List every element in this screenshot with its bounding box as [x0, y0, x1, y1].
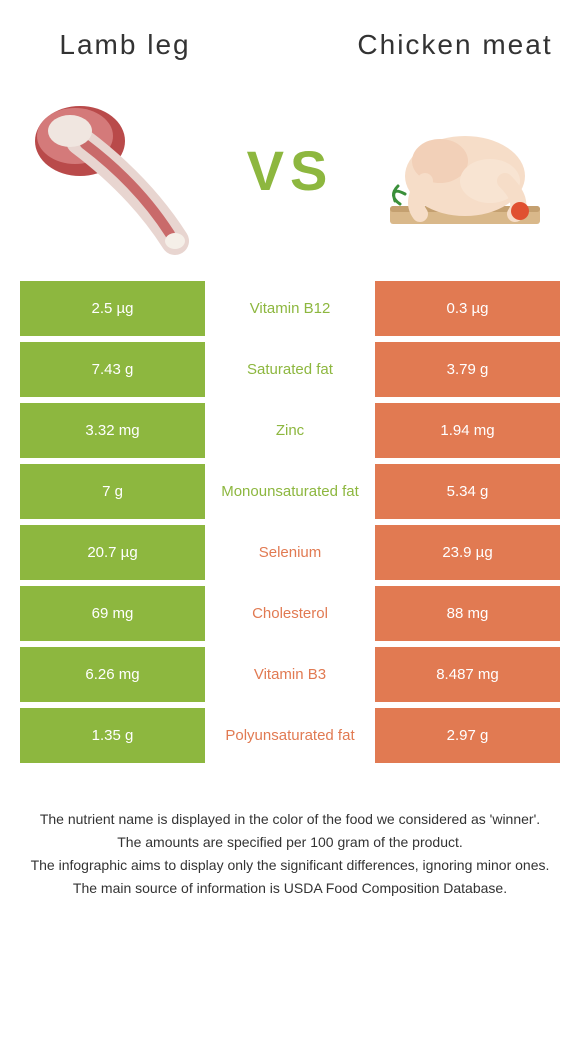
- left-value: 69 mg: [20, 586, 205, 641]
- images-row: VS: [0, 71, 580, 281]
- right-value: 5.34 g: [375, 464, 560, 519]
- nutrient-label: Zinc: [205, 403, 375, 458]
- table-row: 1.35 gPolyunsaturated fat2.97 g: [20, 708, 560, 763]
- lamb-leg-image: [0, 81, 230, 261]
- right-value: 0.3 µg: [375, 281, 560, 336]
- nutrient-table: 2.5 µgVitamin B120.3 µg 7.43 gSaturated f…: [0, 281, 580, 763]
- table-row: 20.7 µgSelenium23.9 µg: [20, 525, 560, 580]
- right-value: 3.79 g: [375, 342, 560, 397]
- left-value: 6.26 mg: [20, 647, 205, 702]
- right-value: 8.487 mg: [375, 647, 560, 702]
- footer-notes: The nutrient name is displayed in the co…: [0, 769, 580, 899]
- table-row: 7 gMonounsaturated fat5.34 g: [20, 464, 560, 519]
- table-row: 3.32 mgZinc1.94 mg: [20, 403, 560, 458]
- nutrient-label: Saturated fat: [205, 342, 375, 397]
- table-row: 69 mgCholesterol88 mg: [20, 586, 560, 641]
- left-food-title: Lamb leg: [20, 30, 230, 61]
- right-value: 88 mg: [375, 586, 560, 641]
- footer-line: The amounts are specified per 100 gram o…: [30, 832, 550, 853]
- right-value: 1.94 mg: [375, 403, 560, 458]
- left-value: 1.35 g: [20, 708, 205, 763]
- vs-label: VS: [230, 138, 350, 203]
- nutrient-label: Vitamin B12: [205, 281, 375, 336]
- table-row: 6.26 mgVitamin B38.487 mg: [20, 647, 560, 702]
- left-value: 7.43 g: [20, 342, 205, 397]
- left-value: 2.5 µg: [20, 281, 205, 336]
- header: Lamb leg Chicken meat: [0, 0, 580, 71]
- right-food-title: Chicken meat: [350, 30, 560, 61]
- table-row: 2.5 µgVitamin B120.3 µg: [20, 281, 560, 336]
- footer-line: The nutrient name is displayed in the co…: [30, 809, 550, 830]
- left-value: 20.7 µg: [20, 525, 205, 580]
- footer-line: The main source of information is USDA F…: [30, 878, 550, 899]
- right-value: 23.9 µg: [375, 525, 560, 580]
- right-value: 2.97 g: [375, 708, 560, 763]
- table-row: 7.43 gSaturated fat3.79 g: [20, 342, 560, 397]
- nutrient-label: Cholesterol: [205, 586, 375, 641]
- left-value: 7 g: [20, 464, 205, 519]
- nutrient-label: Selenium: [205, 525, 375, 580]
- nutrient-label: Monounsaturated fat: [205, 464, 375, 519]
- footer-line: The infographic aims to display only the…: [30, 855, 550, 876]
- nutrient-label: Polyunsaturated fat: [205, 708, 375, 763]
- nutrient-label: Vitamin B3: [205, 647, 375, 702]
- left-value: 3.32 mg: [20, 403, 205, 458]
- chicken-meat-image: [350, 81, 580, 261]
